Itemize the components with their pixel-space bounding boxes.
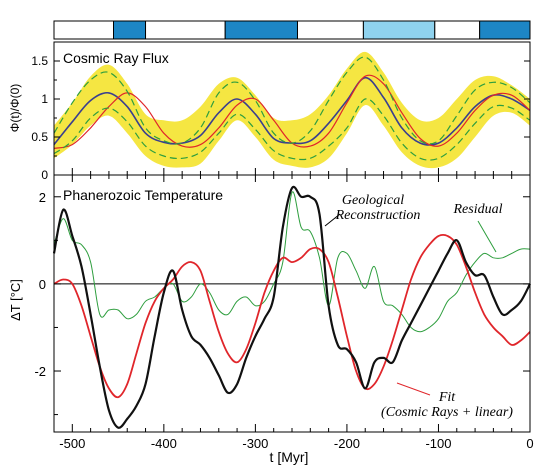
flux-lines [53,56,531,161]
bottom-x-tick-label-4: -100 [425,436,451,451]
flux-line-lower-bound [53,98,531,161]
top-y-axis-label: Φ(t)/Φ(0) [8,84,22,132]
temperature-line-geological [52,185,531,429]
top-x-ticks [71,168,531,175]
x-axis-label: t [Myr] [270,449,309,465]
bottom-x-ticks: -500 -400 -300 -200 -100 0 [59,175,534,451]
top-panel: 0 0.5 1 1.5 Cosmic Ray Flux Φ(t)/Φ(0) [8,41,531,182]
annotation-residual: Residual [453,202,503,253]
annotation-geological: Geological Reconstruction [324,193,421,227]
flux-line-upper-bound [53,56,531,145]
period-bars [53,20,531,40]
annotation-geological-line-2: Reconstruction [335,208,421,223]
annotation-residual-label: Residual [453,202,503,217]
period-bar-1 [113,20,147,40]
temperature-lines [52,185,531,429]
bottom-panel-title: Phanerozoic Temperature [63,187,223,203]
top-y-tick-label-3: 1.5 [31,54,48,68]
bottom-y-tick-label-0: -2 [34,364,46,379]
temperature-line-fit [53,233,531,399]
bottom-x-tick-label-3: -200 [334,436,360,451]
annotation-geological-line-1: Geological [342,193,404,208]
temperature-line-residual [53,191,531,333]
annotation-geological-pointer [324,213,341,227]
annotation-fit: Fit (Cosmic Rays + linear) [381,382,513,420]
top-y-tick-label-2: 1 [41,92,48,106]
period-bar-6 [434,20,481,40]
annotation-fit-line-2: (Cosmic Rays + linear) [381,405,513,420]
bottom-x-tick-label-1: -400 [151,436,177,451]
bottom-y-ticks: -2 0 2 [34,190,530,416]
flux-band-area [54,51,530,169]
bottom-x-tick-label-5: 0 [526,436,533,451]
top-y-tick-label-1: 0.5 [31,130,48,144]
period-bar-3 [224,20,298,40]
bottom-y-tick-label-1: 0 [39,277,46,292]
bottom-x-tick-label-2: -300 [242,436,268,451]
bottom-y-tick-label-2: 2 [39,190,46,205]
bottom-y-axis-label: ΔT [°C] [8,279,23,321]
bottom-panel: -2 0 2 -500 -400 -300 -200 -100 0 Phanerozoic T… [8,174,534,465]
annotation-fit-pointer [396,382,431,396]
flux-uncertainty-band [54,51,530,169]
top-panel-title: Cosmic Ray Flux [63,50,169,66]
period-bar-2 [145,20,226,40]
period-bar-4 [296,20,364,40]
period-bar-7 [479,20,531,40]
top-y-tick-label-0: 0 [41,168,48,182]
annotation-fit-line-1: Fit [438,390,456,405]
bottom-x-tick-label-0: -500 [59,436,85,451]
period-bar-0 [53,20,114,40]
annotation-residual-pointer [477,220,497,253]
period-bar-5 [362,20,436,40]
